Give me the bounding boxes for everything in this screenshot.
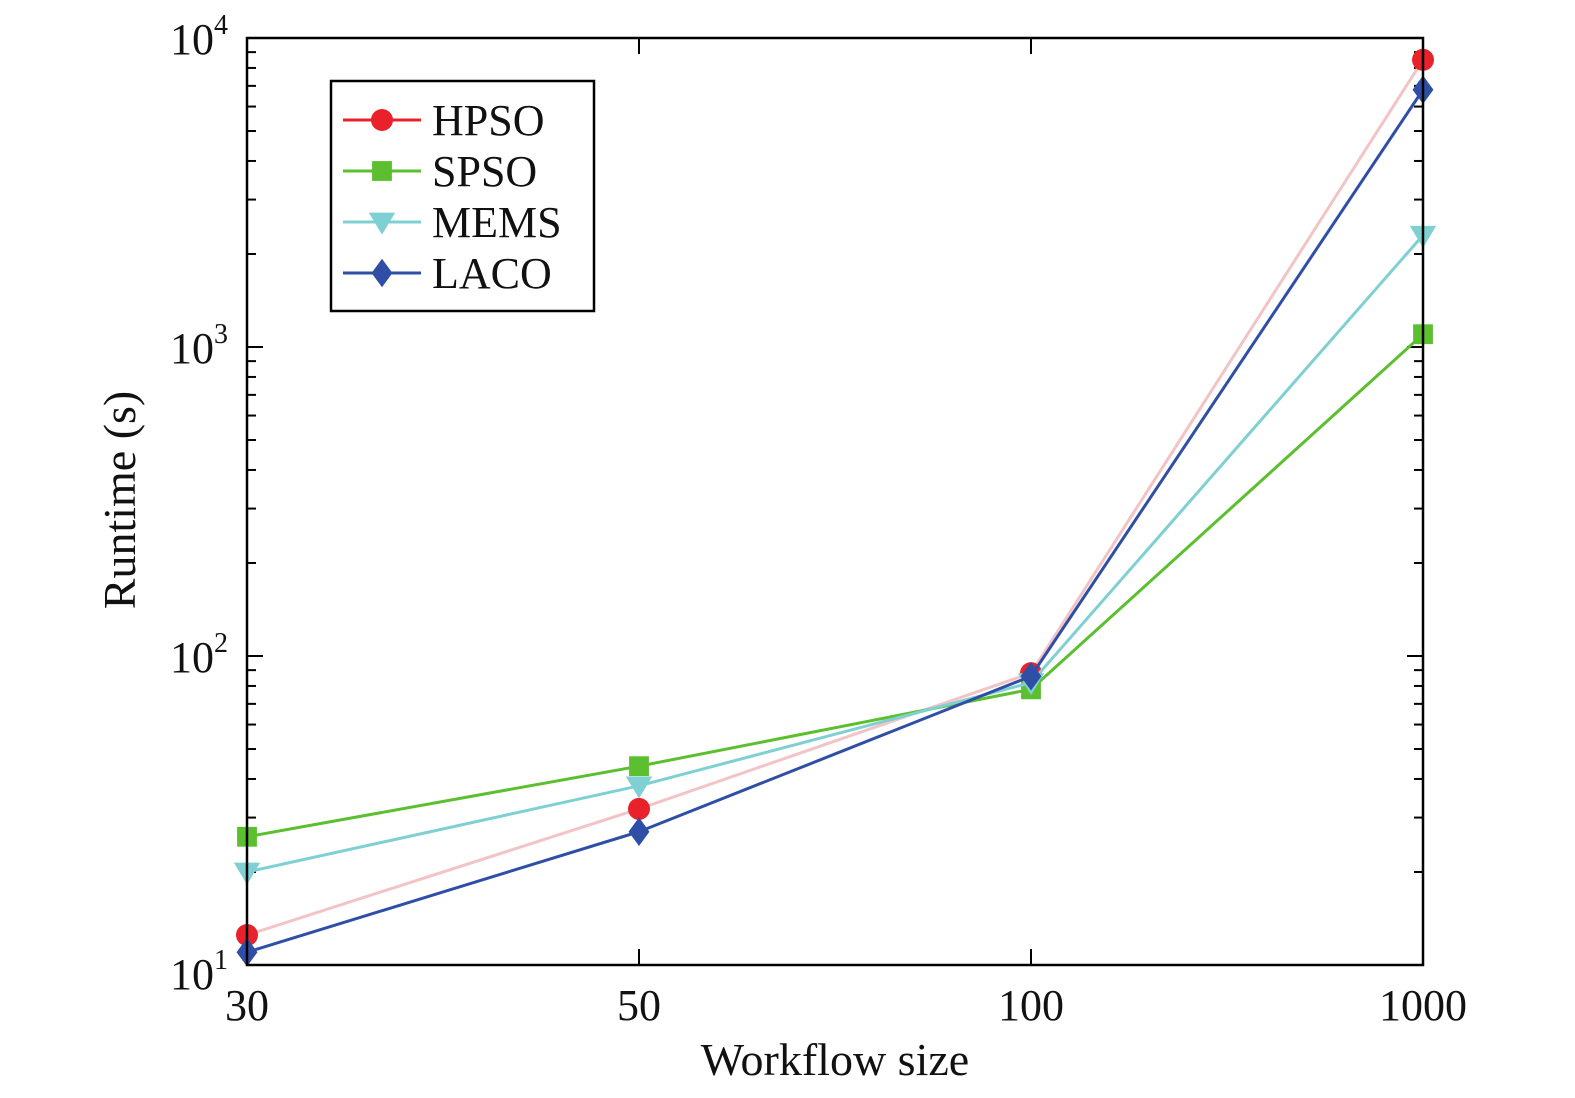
data-point-hpso: [628, 797, 650, 820]
marker-square: [372, 161, 392, 181]
data-point-mems: [625, 776, 653, 799]
legend-label-spso: SPSO: [432, 147, 537, 196]
data-point-laco: [1020, 661, 1042, 691]
x-tick-label: 30: [225, 981, 269, 1030]
marker-diamond: [371, 258, 393, 288]
legend-item-laco: LACO: [343, 249, 552, 298]
series-line-spso: [246, 333, 1425, 839]
x-tick-label: 100: [998, 981, 1064, 1030]
plot-frame: [245, 36, 1425, 967]
y-tick-label: 102: [170, 628, 228, 682]
series-line-hpso: [246, 59, 1425, 937]
legend-item-mems: MEMS: [343, 198, 562, 247]
y-tick-base: 10: [170, 15, 214, 64]
y-tick-label: 101: [170, 945, 228, 999]
legend-label-laco: LACO: [432, 249, 552, 298]
legend-item-spso: SPSO: [343, 147, 537, 196]
x-axis-label: Workflow size: [701, 1034, 969, 1085]
data-point-spso: [629, 756, 649, 777]
series-line-laco: [246, 88, 1425, 954]
marker-circle: [371, 109, 393, 131]
marker-triangle-down: [368, 212, 396, 235]
y-tick-label: 104: [170, 10, 228, 64]
series-line-mems: [246, 234, 1425, 874]
data-point-laco: [628, 817, 650, 847]
y-tick-exponent: 3: [214, 319, 228, 350]
x-tick-labels: 30 50 100 1000: [225, 981, 1467, 1030]
y-tick-label: 103: [170, 319, 228, 373]
legend-label-mems: MEMS: [432, 198, 562, 247]
y-tick-exponent: 4: [214, 10, 228, 41]
legend-label-hpso: HPSO: [432, 96, 545, 145]
series-spso: [237, 324, 1433, 847]
y-tick-exponent: 2: [214, 628, 228, 659]
y-minor-ticks: [247, 51, 1423, 873]
x-tick-label: 1000: [1379, 981, 1467, 1030]
y-tick-base: 10: [170, 633, 214, 682]
y-tick-base: 10: [170, 950, 214, 999]
y-tick-exponent: 1: [214, 945, 228, 976]
y-axis-label: Runtime (s): [94, 391, 145, 609]
x-tick-label: 50: [617, 981, 661, 1030]
series-mems: [233, 225, 1437, 885]
y-tick-base: 10: [170, 324, 214, 373]
legend-item-hpso: HPSO: [343, 96, 545, 145]
